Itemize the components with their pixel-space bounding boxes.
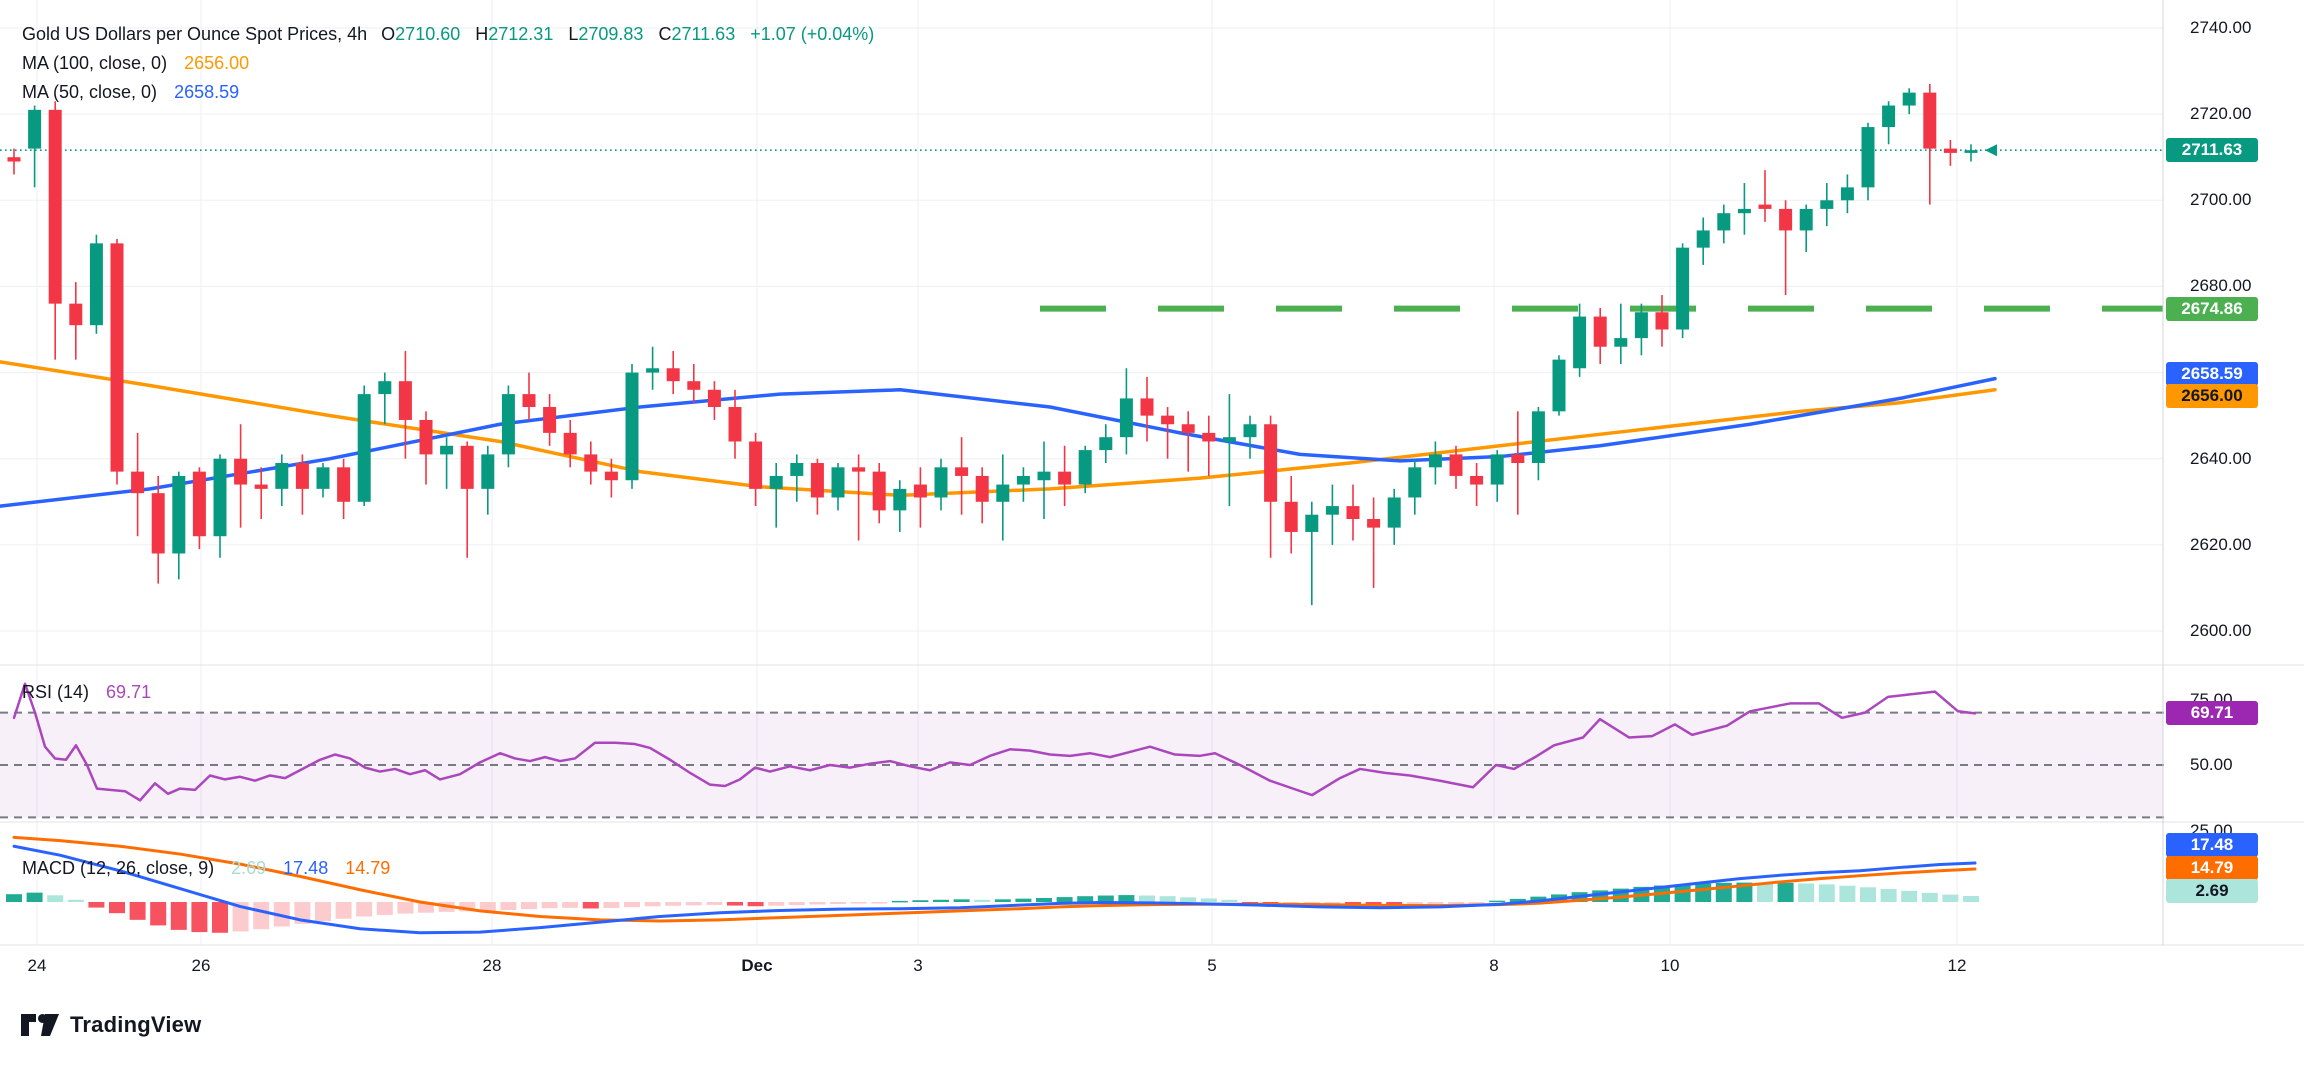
time-axis[interactable] — [0, 945, 2304, 987]
ma100-label: MA (100, close, 0) — [22, 53, 168, 73]
close-value: 2711.63 — [671, 24, 736, 44]
low-label: L — [568, 24, 579, 44]
ma100-row[interactable]: MA (100, close, 0) 2656.00 — [22, 49, 874, 78]
close-label: C — [658, 24, 672, 44]
tradingview-logo-icon — [21, 1014, 59, 1036]
chart-legend[interactable]: Gold US Dollars per Ounce Spot Prices, 4… — [22, 20, 874, 107]
ma50-row[interactable]: MA (50, close, 0) 2658.59 — [22, 78, 874, 107]
rsi-label: RSI (14) — [22, 682, 90, 702]
rsi-value: 69.71 — [106, 682, 152, 702]
open-value: 2710.60 — [395, 24, 461, 44]
low-value: 2709.83 — [578, 24, 644, 44]
ma50-value: 2658.59 — [174, 82, 240, 102]
brand-name: TradingView — [70, 1012, 202, 1037]
symbol-title: Gold US Dollars per Ounce Spot Prices, 4… — [22, 24, 368, 44]
ma100-value: 2656.00 — [184, 53, 250, 73]
macd-signal-value: 14.79 — [345, 858, 391, 878]
rsi-legend[interactable]: RSI (14) 69.71 — [22, 682, 151, 703]
high-value: 2712.31 — [488, 24, 554, 44]
change-value: +1.07 (+0.04%) — [750, 24, 875, 44]
ma50-label: MA (50, close, 0) — [22, 82, 158, 102]
macd-hist-value: 2.69 — [231, 858, 267, 878]
high-label: H — [475, 24, 489, 44]
macd-label: MACD (12, 26, close, 9) — [22, 858, 215, 878]
symbol-row: Gold US Dollars per Ounce Spot Prices, 4… — [22, 20, 874, 49]
macd-line-value: 17.48 — [283, 858, 329, 878]
macd-legend[interactable]: MACD (12, 26, close, 9) 2.69 17.48 14.79 — [22, 858, 390, 879]
price-axis[interactable] — [2164, 0, 2304, 945]
open-label: O — [381, 24, 396, 44]
tradingview-attribution[interactable]: TradingView — [20, 1012, 201, 1038]
